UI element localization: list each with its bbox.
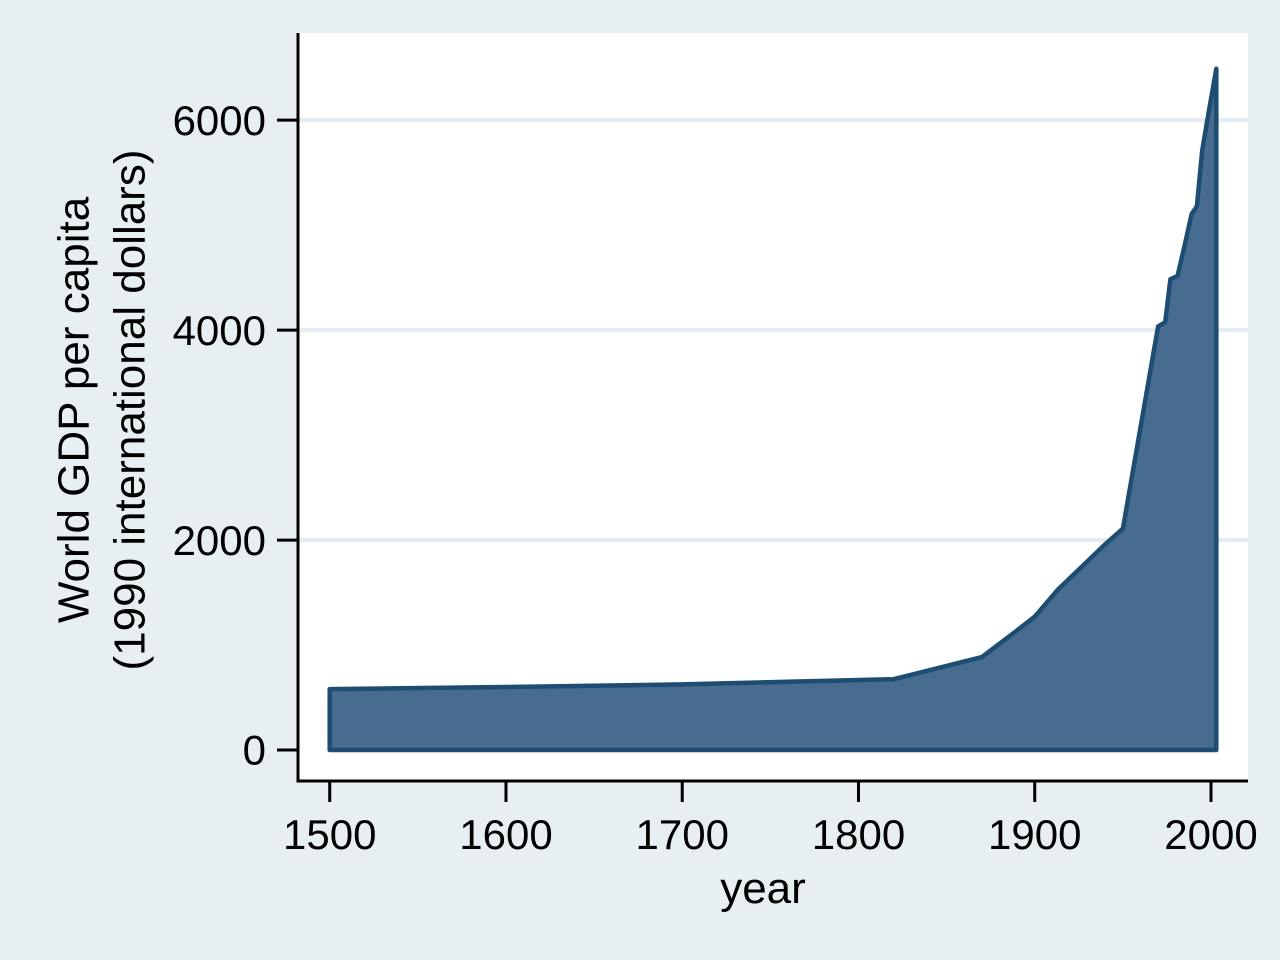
gdp-area-shape bbox=[327, 66, 1219, 753]
y-axis-title-line2: (1990 international dollars) bbox=[105, 150, 154, 671]
x-tick-label-1500: 1500 bbox=[283, 811, 376, 858]
y-tick-label-0: 0 bbox=[243, 727, 266, 774]
gridlines bbox=[298, 118, 1248, 543]
x-tick-label-1700: 1700 bbox=[636, 811, 729, 858]
x-axis-ticks: 1500 1600 1700 1800 1900 2000 bbox=[283, 781, 1258, 858]
x-axis-title: year bbox=[720, 864, 806, 913]
x-tick-label-2000: 2000 bbox=[1164, 811, 1257, 858]
y-axis-title-line1: World GDP per capita bbox=[49, 196, 98, 623]
x-tick-label-1900: 1900 bbox=[988, 811, 1081, 858]
y-tick-label-4000: 4000 bbox=[173, 307, 266, 354]
y-tick-label-2000: 2000 bbox=[173, 517, 266, 564]
x-tick-label-1800: 1800 bbox=[812, 811, 905, 858]
area-series bbox=[327, 66, 1219, 753]
axes bbox=[296, 33, 1248, 783]
x-tick-label-1600: 1600 bbox=[459, 811, 552, 858]
y-tick-label-6000: 6000 bbox=[173, 97, 266, 144]
y-axis-ticks: 0 2000 4000 6000 bbox=[173, 97, 298, 774]
